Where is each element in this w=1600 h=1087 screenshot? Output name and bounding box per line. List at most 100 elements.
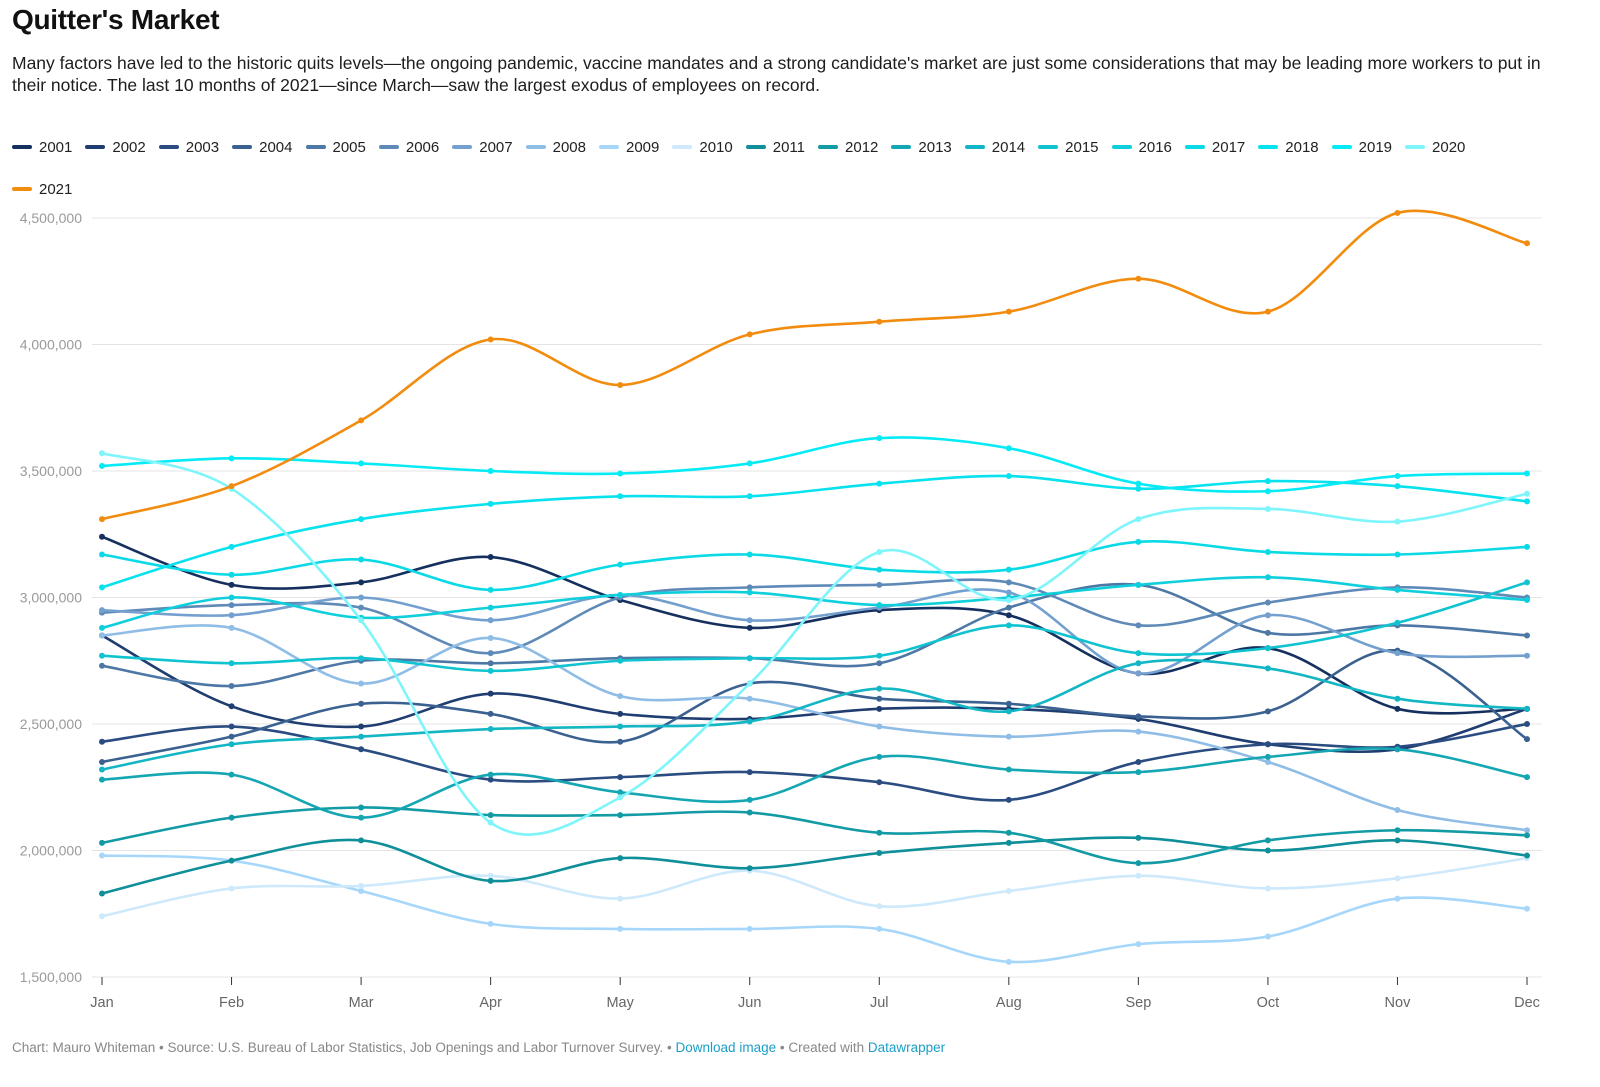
data-point — [358, 604, 365, 611]
data-point — [1005, 579, 1012, 586]
data-point — [1135, 538, 1142, 545]
data-point — [487, 920, 494, 927]
series-line — [100, 634, 1529, 754]
series-2013 — [99, 746, 1530, 821]
data-point — [1394, 619, 1401, 626]
data-point — [358, 579, 365, 586]
data-point — [228, 885, 235, 892]
data-point — [876, 829, 883, 836]
data-point — [99, 758, 105, 765]
y-tick-label: 3,000,000 — [20, 590, 82, 606]
data-point — [1264, 837, 1271, 844]
data-point — [487, 660, 494, 667]
data-point — [1005, 958, 1012, 965]
legend-label: 2007 — [479, 138, 513, 156]
series-2021 — [99, 209, 1530, 523]
legend-label: 2010 — [699, 138, 733, 156]
data-point — [228, 543, 235, 550]
data-point — [876, 548, 883, 555]
data-point — [1264, 505, 1271, 512]
series-2015 — [99, 579, 1530, 674]
legend-label: 2003 — [185, 138, 220, 156]
download-image-link[interactable]: Download image — [675, 1040, 777, 1055]
legend-label: 2012 — [845, 138, 879, 156]
data-point — [358, 617, 365, 624]
series-lines — [99, 209, 1530, 965]
data-point — [1005, 473, 1012, 480]
legend-item: 2001 — [12, 136, 72, 158]
data-point — [1005, 604, 1012, 611]
data-point — [746, 460, 753, 467]
data-point — [1264, 741, 1271, 748]
x-tick-label: Oct — [1257, 995, 1280, 1011]
series-line — [100, 535, 1529, 715]
data-point — [99, 662, 105, 669]
data-point — [746, 589, 753, 596]
data-point — [228, 741, 235, 748]
legend-label: 2009 — [626, 138, 660, 156]
data-point — [746, 655, 753, 662]
x-tick-label: Jun — [738, 995, 761, 1011]
data-point — [228, 703, 235, 710]
legend-swatch — [378, 145, 399, 149]
legend-item: 2009 — [599, 136, 659, 158]
data-point — [358, 460, 365, 467]
data-point — [1135, 581, 1142, 588]
data-point — [746, 695, 753, 702]
data-point — [99, 624, 105, 631]
series-2012 — [99, 804, 1530, 867]
legend-label: 2002 — [112, 138, 146, 156]
data-point — [1135, 480, 1142, 487]
y-tick-label: 3,500,000 — [20, 463, 82, 479]
legend-label: 2020 — [1432, 138, 1466, 156]
data-point — [228, 624, 235, 631]
datawrapper-link[interactable]: Datawrapper — [867, 1040, 946, 1055]
data-point — [228, 660, 235, 667]
legend-label: 2021 — [39, 180, 73, 198]
data-point — [617, 925, 624, 932]
legend-item: 2015 — [1038, 136, 1099, 158]
series-line — [100, 582, 1529, 688]
data-point — [617, 855, 624, 862]
legend-label: 2019 — [1358, 138, 1393, 156]
data-point — [1394, 473, 1401, 480]
series-2014 — [99, 658, 1530, 773]
data-point — [617, 493, 624, 500]
data-point — [1394, 518, 1401, 525]
series-2016 — [99, 574, 1530, 631]
data-point — [746, 769, 753, 776]
legend-label: 2014 — [991, 138, 1026, 156]
x-tick-label: Dec — [1514, 995, 1540, 1011]
data-point — [1264, 599, 1271, 606]
data-point — [1394, 746, 1401, 753]
series-2020 — [99, 450, 1530, 836]
data-point — [1264, 758, 1271, 765]
data-point — [487, 812, 494, 819]
data-point — [358, 700, 365, 707]
x-tick-label: Apr — [479, 995, 502, 1011]
data-point — [487, 771, 494, 778]
footer-created-with: • Created with — [776, 1040, 868, 1055]
data-point — [1005, 700, 1012, 707]
data-point — [1264, 574, 1271, 581]
data-point — [1524, 652, 1530, 659]
legend-swatch — [599, 145, 619, 149]
data-point — [1005, 733, 1012, 740]
data-point — [617, 470, 624, 477]
legend-swatch — [1258, 145, 1279, 149]
legend-item: 2012 — [818, 136, 878, 158]
legend-label: 2016 — [1138, 138, 1172, 156]
series-line — [100, 209, 1529, 521]
data-point — [1264, 885, 1271, 892]
series-line — [100, 747, 1529, 819]
data-point — [1264, 488, 1271, 495]
series-line — [100, 658, 1529, 771]
data-point — [358, 723, 365, 730]
footer-credit: Chart: Mauro Whiteman • Source: U.S. Bur… — [12, 1040, 676, 1055]
data-point — [1524, 832, 1530, 839]
data-point — [1135, 728, 1142, 735]
data-point — [487, 710, 494, 717]
data-point — [487, 500, 494, 507]
data-point — [358, 594, 365, 601]
legend-swatch — [452, 145, 473, 149]
